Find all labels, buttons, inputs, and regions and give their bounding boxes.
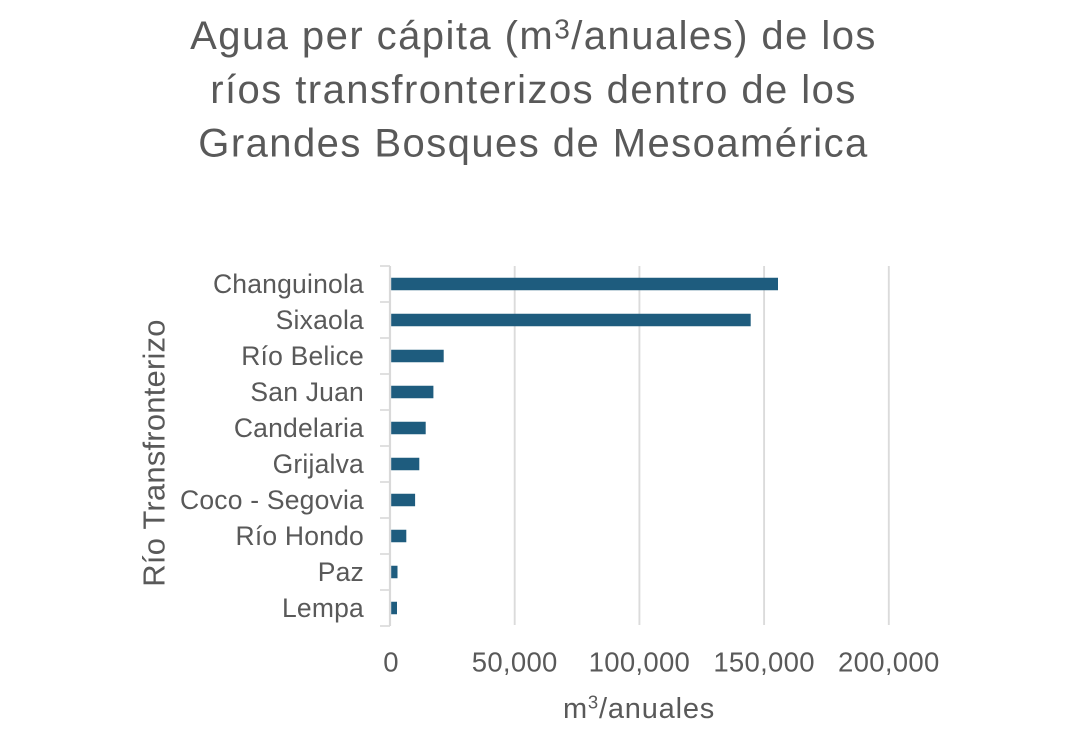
svg-text:Candelaria: Candelaria xyxy=(234,413,364,443)
svg-text:Sixaola: Sixaola xyxy=(276,305,364,335)
svg-text:Paz: Paz xyxy=(318,557,364,587)
svg-text:Grijalva: Grijalva xyxy=(273,449,364,479)
svg-text:200,000: 200,000 xyxy=(838,647,940,678)
svg-text:Río Transfronterizo: Río Transfronterizo xyxy=(137,319,172,586)
svg-text:150,000: 150,000 xyxy=(713,647,815,678)
svg-text:Río Belice: Río Belice xyxy=(241,341,364,371)
svg-text:Grandes Bosques de Mesoamérica: Grandes Bosques de Mesoamérica xyxy=(198,122,869,166)
svg-text:m3/anuales: m3/anuales xyxy=(563,692,715,726)
svg-text:100,000: 100,000 xyxy=(589,647,691,678)
svg-text:San Juan: San Juan xyxy=(250,377,364,407)
svg-text:ríos transfronterizos dentro d: ríos transfronterizos dentro de los xyxy=(210,68,857,112)
svg-text:Lempa: Lempa xyxy=(282,593,364,623)
svg-text:Coco - Segovia: Coco - Segovia xyxy=(180,485,364,515)
svg-text:0: 0 xyxy=(383,647,399,678)
svg-text:Río Hondo: Río Hondo xyxy=(236,521,365,551)
svg-text:Agua per cápita (m3/anuales) d: Agua per cápita (m3/anuales) de los xyxy=(190,14,877,59)
svg-text:50,000: 50,000 xyxy=(472,647,558,678)
svg-text:Changuinola: Changuinola xyxy=(213,269,364,299)
